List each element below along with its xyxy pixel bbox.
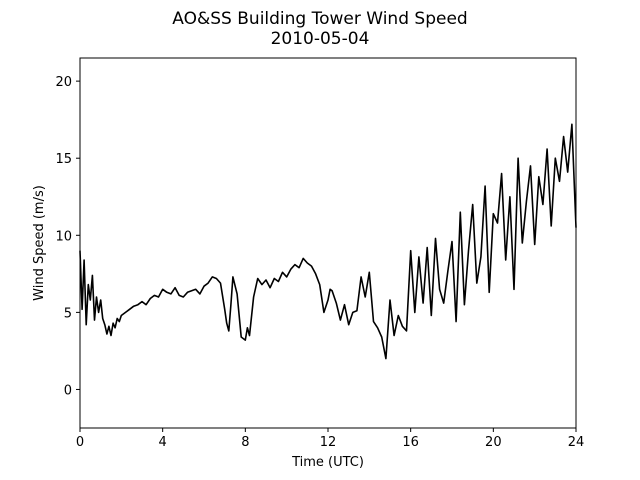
- y-tick-label: 5: [64, 306, 72, 321]
- y-tick-label: 15: [55, 152, 72, 167]
- chart-title: AO&SS Building Tower Wind Speed: [172, 9, 467, 29]
- x-tick-label: 16: [402, 435, 419, 450]
- chart-subtitle: 2010-05-04: [271, 29, 370, 49]
- y-tick-label: 20: [55, 75, 72, 90]
- x-tick-label: 8: [241, 435, 249, 450]
- series-group: [79, 123, 577, 360]
- wind-speed-line: [79, 123, 577, 360]
- y-tick-label: 10: [55, 229, 72, 244]
- x-axis-label: Time (UTC): [291, 455, 364, 470]
- y-tick-label: 0: [64, 383, 72, 398]
- x-tick-label: 24: [568, 435, 585, 450]
- x-tick-label: 12: [320, 435, 337, 450]
- x-tick-label: 0: [76, 435, 84, 450]
- x-tick-label: 4: [159, 435, 167, 450]
- axis-ticks: 0 4 8 12 16 20 24 0 5 10 15 20: [55, 75, 584, 450]
- y-axis-label: Wind Speed (m/s): [32, 185, 47, 301]
- x-tick-label: 20: [485, 435, 502, 450]
- plot-frame: [79, 57, 577, 429]
